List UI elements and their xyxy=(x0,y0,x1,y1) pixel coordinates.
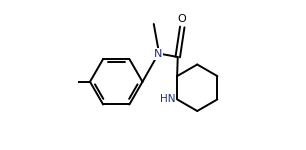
Text: HN: HN xyxy=(160,94,175,104)
Text: O: O xyxy=(178,14,187,24)
Text: N: N xyxy=(154,49,162,59)
